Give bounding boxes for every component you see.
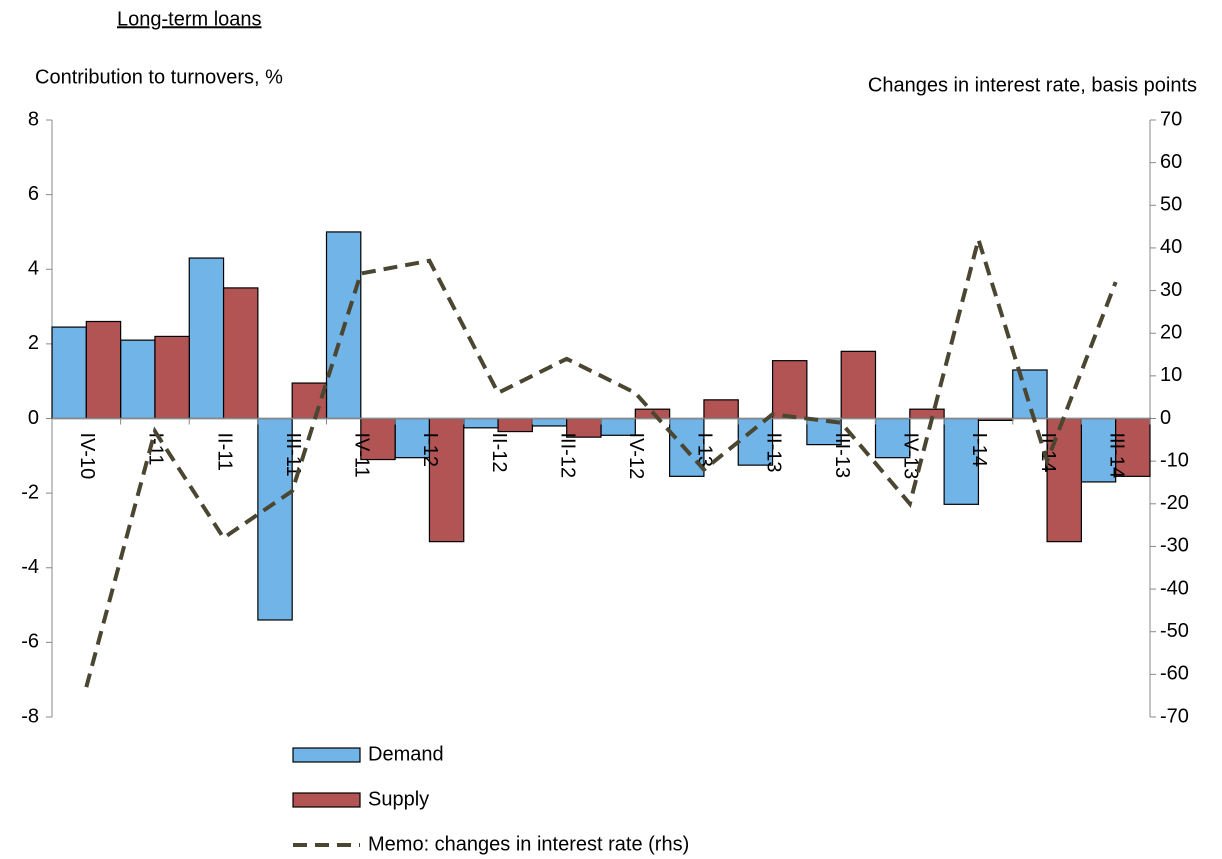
bar [188,257,225,420]
y-tick-label: -4 [21,556,39,578]
bar [703,399,739,420]
y2-tick-label: 20 [1160,321,1182,343]
x-tick-label: III-11 [282,433,304,477]
x-tick-label: IV-12 [625,433,647,480]
y-tick-label: 6 [28,183,39,205]
x-tick-label: III-13 [831,433,853,479]
y-tick-label: -2 [21,481,39,503]
legend-swatch [292,747,361,763]
legend-swatch [292,792,361,808]
x-tick-label: II-11 [213,433,235,472]
bar [222,287,259,420]
legend-label: Supply [368,788,429,810]
bar [360,417,396,461]
bar [291,382,328,420]
y2-tick-label: 0 [1160,407,1171,429]
y2-axis-label: Changes in interest rate, basis points [868,74,1197,96]
bar [325,231,362,420]
x-tick-label: I-14 [968,433,990,467]
y-tick-label: 2 [28,332,39,354]
x-tick-label: III-14 [1105,433,1127,479]
y-axis-label: Contribution to turnovers, % [35,66,283,88]
y2-tick-label: 30 [1160,279,1182,301]
y2-tick-label: 50 [1160,194,1182,216]
bar [85,320,122,420]
bar [874,417,911,459]
bar [51,326,87,420]
y-tick-label: -6 [21,631,39,653]
y2-tick-label: -10 [1160,449,1189,471]
y2-tick-label: -60 [1160,663,1189,685]
x-tick-label: IV-11 [351,433,373,478]
x-tick-label: IV-13 [900,433,922,480]
line-series [84,232,1118,688]
y-tick-label: -8 [21,705,39,727]
x-tick-label: II-12 [488,433,510,473]
chart-title: Long-term loans [117,8,262,30]
bar [771,360,808,420]
y-tick-label: 4 [28,258,39,280]
x-tick-label: IV-10 [76,433,98,480]
y2-tick-label: -30 [1160,535,1189,557]
bar [428,417,465,543]
legend-label: Memo: changes in interest rate (rhs) [368,833,689,855]
bar [154,335,190,420]
x-tick-label: III-12 [556,433,578,479]
bar [257,417,293,621]
y2-tick-label: -50 [1160,620,1189,642]
bar [497,417,533,433]
y2-tick-label: -70 [1160,705,1189,727]
x-tick-label: II-13 [762,433,784,473]
y2-tick-label: -40 [1160,577,1189,599]
y2-tick-label: 70 [1160,108,1182,130]
bar [463,417,499,429]
y2-tick-label: 40 [1160,236,1182,258]
y-tick-label: 0 [28,407,39,429]
legend-label: Demand [368,743,444,765]
y2-tick-label: 10 [1160,364,1182,386]
bar [909,408,945,420]
x-tick-label: I-12 [419,433,441,467]
x-tick-label: I-13 [694,433,716,467]
bar [1046,417,1082,543]
y-tick-label: 8 [28,108,39,130]
bar [840,350,877,420]
y2-tick-label: 60 [1160,151,1182,173]
bar [120,339,156,420]
bar [531,417,568,427]
x-tick-label: I-11 [145,433,167,466]
y2-tick-label: -20 [1160,492,1189,514]
